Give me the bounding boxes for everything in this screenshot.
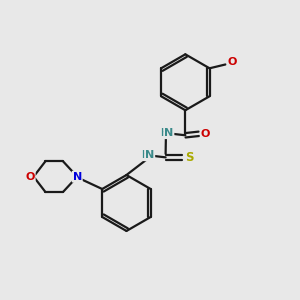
Text: O: O — [201, 129, 210, 139]
Text: S: S — [185, 151, 194, 164]
Text: N: N — [73, 172, 82, 182]
Text: O: O — [26, 172, 35, 182]
Text: N: N — [164, 128, 173, 138]
Text: H: H — [160, 128, 168, 138]
Text: N: N — [145, 150, 154, 160]
Text: O: O — [227, 57, 237, 68]
Text: H: H — [141, 150, 149, 160]
